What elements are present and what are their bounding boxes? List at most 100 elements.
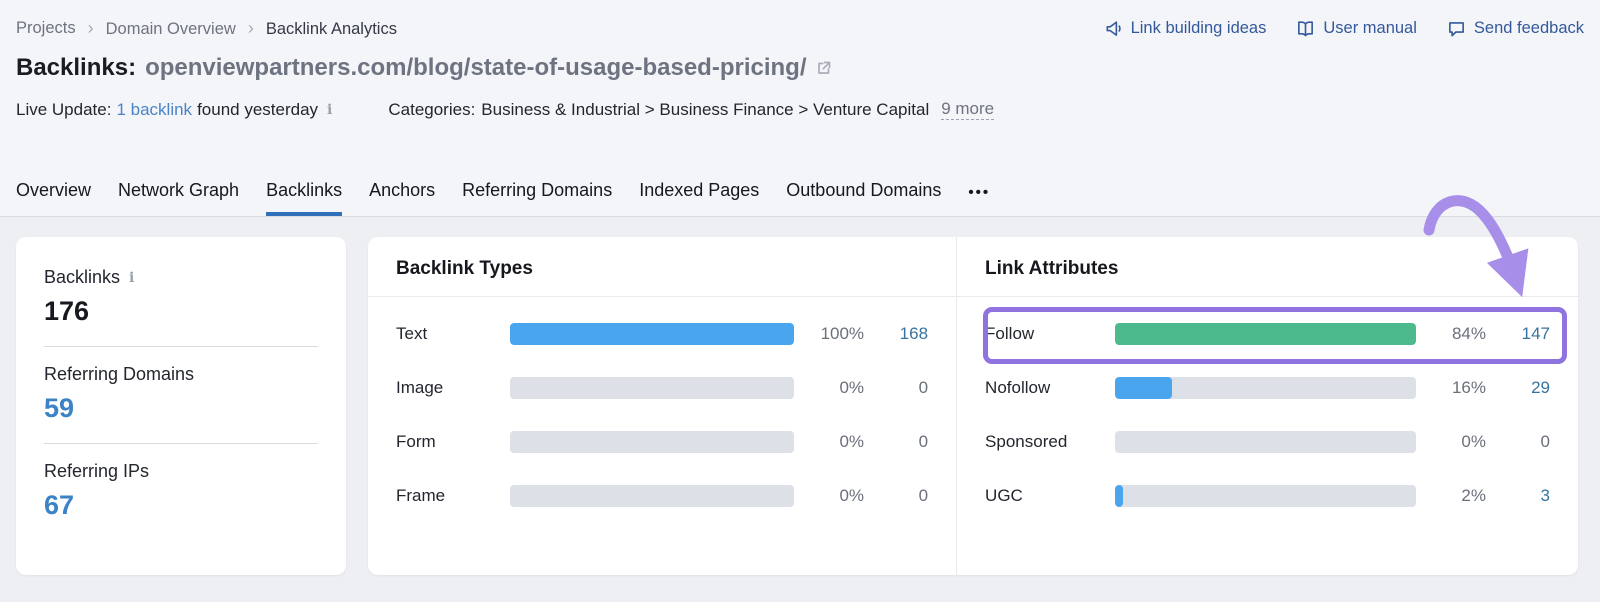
quicklink-label: User manual — [1323, 19, 1417, 37]
book-icon — [1298, 21, 1314, 37]
bar-row-label: Frame — [396, 486, 446, 505]
divider — [44, 443, 318, 444]
page-header: Projects Domain Overview Backlink Analyt… — [0, 0, 1600, 217]
bar-row-form: Form 0% 0 — [396, 431, 928, 453]
megaphone-icon — [1106, 21, 1121, 36]
categories-more-link[interactable]: 9 more — [941, 99, 995, 120]
referring-domains-stat-value[interactable]: 59 — [44, 393, 75, 423]
categories: Categories: Business & Industrial > Busi… — [388, 99, 995, 120]
live-update-suffix: found yesterday — [197, 99, 319, 119]
bar-percent: 0% — [1461, 432, 1486, 451]
breadcrumb-domain-overview[interactable]: Domain Overview — [76, 18, 236, 39]
live-update-label: Live Update: — [16, 99, 112, 119]
bar-row-image: Image 0% 0 — [396, 377, 928, 399]
bar-track — [1115, 323, 1416, 345]
bar-percent: 0% — [839, 486, 865, 505]
bar-row-label: Nofollow — [985, 378, 1051, 397]
charts-card: Backlink Types Text 100% 168 Image 0% 0 … — [368, 237, 1578, 575]
live-update-backlink-link[interactable]: 1 backlink — [116, 99, 193, 119]
tab-overview[interactable]: Overview — [16, 180, 92, 200]
send-feedback-link[interactable]: Send feedback — [1447, 19, 1584, 38]
summary-stats-card: Backlinks i 176 Referring Domains 59 Ref… — [16, 237, 346, 575]
header-quicklinks: Link building ideas User manual Send fee… — [1104, 19, 1584, 38]
bar-count: 0 — [918, 378, 929, 397]
external-link-icon[interactable] — [815, 59, 833, 77]
stat-label-text: Backlinks — [44, 267, 121, 287]
bar-row-ugc: UGC 2% 3 — [985, 485, 1550, 507]
bar-count: 0 — [918, 486, 929, 505]
info-icon[interactable]: i — [129, 269, 135, 286]
backlink-types-title: Backlink Types — [368, 237, 957, 297]
tab-anchors[interactable]: Anchors — [369, 180, 436, 200]
bar-row-label: Image — [396, 378, 444, 397]
tab-indexed-pages[interactable]: Indexed Pages — [639, 180, 760, 200]
info-icon[interactable]: i — [327, 101, 333, 118]
bar-count-link[interactable]: 29 — [1531, 378, 1550, 397]
bar-fill — [510, 323, 795, 345]
bar-row-label: Follow — [985, 324, 1035, 343]
quicklink-label: Link building ideas — [1130, 19, 1267, 37]
categories-label: Categories: — [388, 99, 476, 119]
bar-count: 0 — [1540, 432, 1550, 451]
bar-row-follow: Follow 84% 147 — [985, 323, 1550, 345]
bar-fill — [1115, 323, 1416, 345]
bar-percent: 84% — [1451, 324, 1486, 343]
bar-track — [510, 377, 795, 399]
stat-label-text: Referring IPs — [44, 461, 150, 481]
referring-ips-stat-value[interactable]: 67 — [44, 490, 75, 520]
bar-track — [510, 431, 795, 453]
link-attributes-title: Link Attributes — [957, 237, 1578, 297]
bar-count-link[interactable]: 3 — [1540, 486, 1550, 505]
bar-percent: 0% — [839, 432, 865, 451]
referring-domains-stat-label: Referring Domains — [44, 364, 318, 385]
tab-bar: Overview Network Graph Backlinks Anchors… — [16, 180, 1584, 216]
bar-percent: 0% — [839, 378, 865, 397]
breadcrumb: Projects Domain Overview Backlink Analyt… — [16, 18, 397, 39]
backlinks-stat-label: Backlinks i — [44, 267, 318, 288]
meta-row: Live Update: 1 backlink found yesterday … — [16, 99, 1584, 120]
link-attributes-section: Link Attributes Follow 84% 147 Nofollow … — [956, 237, 1578, 575]
bar-percent: 100% — [820, 324, 865, 343]
backlink-types-section: Backlink Types Text 100% 168 Image 0% 0 … — [368, 237, 957, 575]
tabs-more-button[interactable]: ••• — [968, 184, 991, 201]
bar-row-label: Text — [396, 324, 428, 343]
main-content: Backlinks i 176 Referring Domains 59 Ref… — [0, 217, 1600, 575]
bar-track — [1115, 431, 1416, 453]
bar-percent: 2% — [1461, 486, 1486, 505]
bar-count-link[interactable]: 168 — [899, 324, 929, 343]
bar-row-text: Text 100% 168 — [396, 323, 928, 345]
bar-fill — [1115, 377, 1173, 399]
link-building-ideas-link[interactable]: Link building ideas — [1104, 19, 1267, 38]
bar-row-nofollow: Nofollow 16% 29 — [985, 377, 1550, 399]
bar-row-frame: Frame 0% 0 — [396, 485, 928, 507]
bar-row-label: Form — [396, 432, 436, 451]
bar-fill — [1115, 485, 1123, 507]
tab-outbound-domains[interactable]: Outbound Domains — [786, 180, 942, 200]
breadcrumb-backlink-analytics: Backlink Analytics — [236, 18, 397, 39]
page-title: Backlinks: openviewpartners.com/blog/sta… — [16, 54, 1584, 82]
bar-row-label: UGC — [985, 486, 1023, 505]
bar-percent: 16% — [1451, 378, 1486, 397]
title-url: openviewpartners.com/blog/state-of-usage… — [145, 54, 807, 81]
referring-ips-stat-label: Referring IPs — [44, 461, 318, 482]
bar-row-label: Sponsored — [985, 432, 1068, 451]
divider — [44, 346, 318, 347]
title-prefix: Backlinks: — [16, 54, 137, 81]
bar-track — [1115, 377, 1416, 399]
bar-count: 0 — [918, 432, 929, 451]
categories-path: Business & Industrial > Business Finance… — [481, 99, 930, 119]
tab-network-graph[interactable]: Network Graph — [118, 180, 240, 200]
stat-label-text: Referring Domains — [44, 364, 195, 384]
feedback-bubble-icon — [1448, 22, 1464, 37]
bar-track — [1115, 485, 1416, 507]
bar-track — [510, 323, 795, 345]
bar-count-link[interactable]: 147 — [1521, 324, 1550, 343]
tab-backlinks[interactable]: Backlinks — [266, 180, 343, 216]
bar-row-sponsored: Sponsored 0% 0 — [985, 431, 1550, 453]
user-manual-link[interactable]: User manual — [1296, 19, 1417, 38]
quicklink-label: Send feedback — [1473, 19, 1584, 37]
bar-track — [510, 485, 795, 507]
backlinks-stat-value: 176 — [44, 296, 90, 326]
breadcrumb-projects[interactable]: Projects — [16, 19, 76, 37]
tab-referring-domains[interactable]: Referring Domains — [462, 180, 613, 200]
